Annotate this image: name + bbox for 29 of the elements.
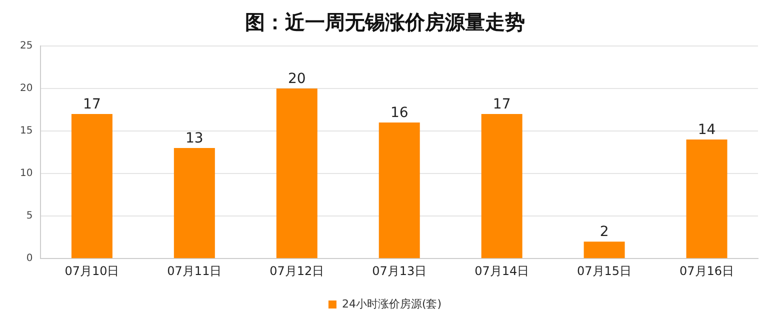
- y-tick-label: 0: [26, 253, 33, 264]
- data-label: 17: [492, 96, 511, 113]
- y-tick-label: 10: [20, 168, 33, 180]
- x-tick-label: 07月15日: [577, 264, 632, 278]
- y-tick-label: 15: [20, 126, 33, 137]
- bar: [378, 122, 420, 258]
- data-label: 13: [186, 130, 204, 147]
- data-label: 14: [698, 122, 716, 138]
- x-tick-label: 07月12日: [270, 264, 324, 278]
- x-tick-label: 07月14日: [474, 264, 530, 278]
- x-tick-label: 07月11日: [167, 264, 222, 278]
- bar: [71, 114, 112, 258]
- bar: [584, 242, 625, 258]
- bar: [686, 140, 728, 258]
- x-tick-label: 07月16日: [679, 264, 734, 278]
- bar: [174, 148, 215, 258]
- data-label: 17: [83, 96, 101, 113]
- data-label: 20: [288, 71, 306, 88]
- y-tick-label: 20: [20, 83, 33, 94]
- y-tick-label: 5: [26, 210, 33, 222]
- x-tick-label: 07月13日: [372, 264, 427, 278]
- data-label: 16: [390, 105, 408, 122]
- y-tick-label: 25: [20, 40, 33, 52]
- bar: [276, 88, 318, 258]
- chart-title: 图：近一周无锡涨价房源量走势: [245, 10, 525, 34]
- legend-label: 24小时涨价房源(套): [342, 297, 442, 310]
- x-tick-label: 07月10日: [64, 264, 120, 278]
- data-label: 2: [600, 224, 609, 240]
- bar: [481, 114, 522, 258]
